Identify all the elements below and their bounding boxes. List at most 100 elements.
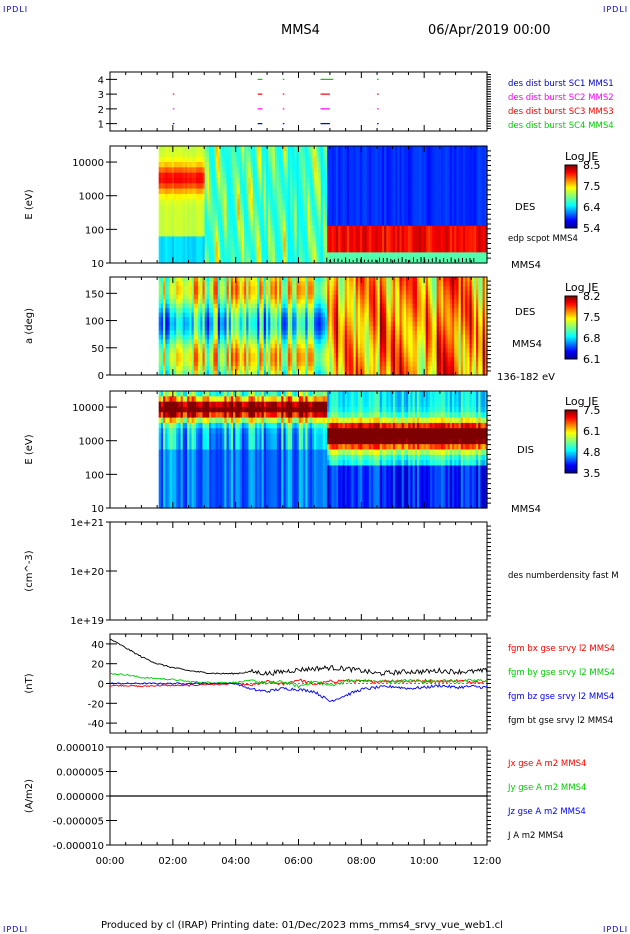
des-energy-cell [399, 204, 403, 211]
des-energy-cell [469, 151, 473, 158]
des-energy-cell [445, 183, 449, 190]
des-energy-cell [204, 167, 208, 174]
des-pitch-cell [206, 308, 210, 314]
des-energy-cell [346, 183, 350, 190]
des-pitch-cell [237, 281, 241, 287]
des-pitch-cell [270, 348, 274, 354]
des-energy-cell [397, 183, 401, 190]
des-energy-cell [454, 183, 457, 190]
des-energy-cell [202, 151, 206, 158]
des-energy-cell [268, 220, 271, 227]
des-energy-cell [388, 220, 392, 227]
des-energy-cell [421, 204, 425, 211]
des-pitch-cell [228, 321, 232, 327]
des-energy-cell [209, 193, 212, 200]
des-pitch-cell [244, 326, 247, 332]
des-pitch-cell [182, 312, 186, 318]
des-energy-cell [395, 231, 398, 238]
des-energy-cell [364, 204, 368, 211]
des-energy-cell [438, 151, 442, 158]
des-pitch-cell [283, 281, 287, 287]
des-pitch-cell [252, 294, 256, 300]
des-energy-cell [200, 183, 204, 190]
des-energy-cell [467, 161, 471, 168]
des-energy-cell [438, 161, 442, 168]
des-energy-cell [406, 257, 409, 264]
des-pitch-cell [263, 339, 267, 345]
des-energy-cell [333, 172, 337, 179]
des-pitch-cell [290, 348, 293, 354]
des-energy-cell [375, 183, 379, 190]
des-energy-cell [222, 161, 225, 168]
des-energy-cell [178, 146, 182, 152]
des-energy-cell [447, 209, 451, 216]
des-energy-cell [342, 193, 346, 200]
des-pitch-cell [213, 370, 217, 376]
des-pitch-cell [257, 312, 260, 318]
des-energy-cell [403, 215, 407, 222]
des-energy-cell [307, 193, 311, 200]
des-pitch-cell [290, 290, 293, 296]
des-energy-cell [311, 177, 315, 184]
des-energy-cell [252, 220, 256, 227]
des-energy-cell [217, 241, 221, 248]
des-pitch-cell [252, 277, 256, 283]
des-energy-cell [401, 188, 405, 195]
des-energy-cell [423, 167, 427, 174]
des-energy-cell [215, 252, 219, 259]
des-energy-cell [403, 193, 407, 200]
des-energy-cell [206, 247, 210, 253]
des-energy-cell [449, 225, 453, 232]
des-pitch-cell [296, 326, 300, 332]
des-energy-cell [373, 188, 376, 195]
des-energy-cell [254, 231, 258, 238]
des-energy-cell [276, 247, 280, 253]
des-energy-cell [331, 146, 335, 152]
des-energy-cell [482, 172, 486, 179]
des-energy-cell [187, 188, 190, 195]
des-pitch-cell [178, 290, 182, 296]
des-pitch-cell [213, 281, 217, 287]
des-energy-cell [438, 209, 442, 216]
des-energy-cell [357, 193, 361, 200]
des-energy-cell [381, 209, 385, 216]
des-pitch-cell [184, 299, 188, 305]
des-energy-cell [198, 183, 201, 190]
des-energy-cell [410, 172, 414, 179]
des-pitch-cell [200, 357, 204, 363]
des-energy-cell [432, 241, 436, 248]
des-energy-cell [279, 247, 282, 253]
des-energy-cell [274, 241, 278, 248]
des-energy-cell [458, 193, 462, 200]
des-pitch-cell [259, 361, 263, 367]
des-energy-cell [174, 167, 177, 174]
des-pitch-cell [182, 326, 186, 332]
des-pitch-cell [169, 357, 173, 363]
des-energy-cell [427, 161, 431, 168]
des-energy-cell [375, 167, 379, 174]
des-pitch-cell [176, 281, 179, 287]
des-energy-cell [316, 199, 320, 206]
des-energy-cell [460, 225, 464, 232]
des-energy-cell [340, 146, 344, 152]
des-energy-cell [375, 193, 379, 200]
des-energy-cell [414, 199, 418, 206]
des-pitch-cell [222, 366, 225, 372]
des-energy-cell [355, 220, 359, 227]
des-pitch-cell [287, 290, 291, 296]
des-energy-cell [268, 146, 271, 152]
des-energy-cell [250, 167, 254, 174]
des-pitch-cell [189, 317, 193, 323]
des-energy-cell [270, 220, 274, 227]
des-pitch-cell [246, 317, 250, 323]
des-energy-cell [318, 215, 322, 222]
des-energy-cell [335, 204, 339, 211]
des-energy-colorbar-title: Log JE [565, 150, 598, 163]
des-energy-cell [191, 241, 195, 248]
des-energy-cell [480, 161, 484, 168]
des-energy-cell [349, 183, 352, 190]
des-energy-cell [239, 209, 243, 216]
des-energy-cell [202, 177, 206, 184]
des-pitch-cell [279, 312, 282, 318]
des-energy-cell [456, 252, 460, 259]
